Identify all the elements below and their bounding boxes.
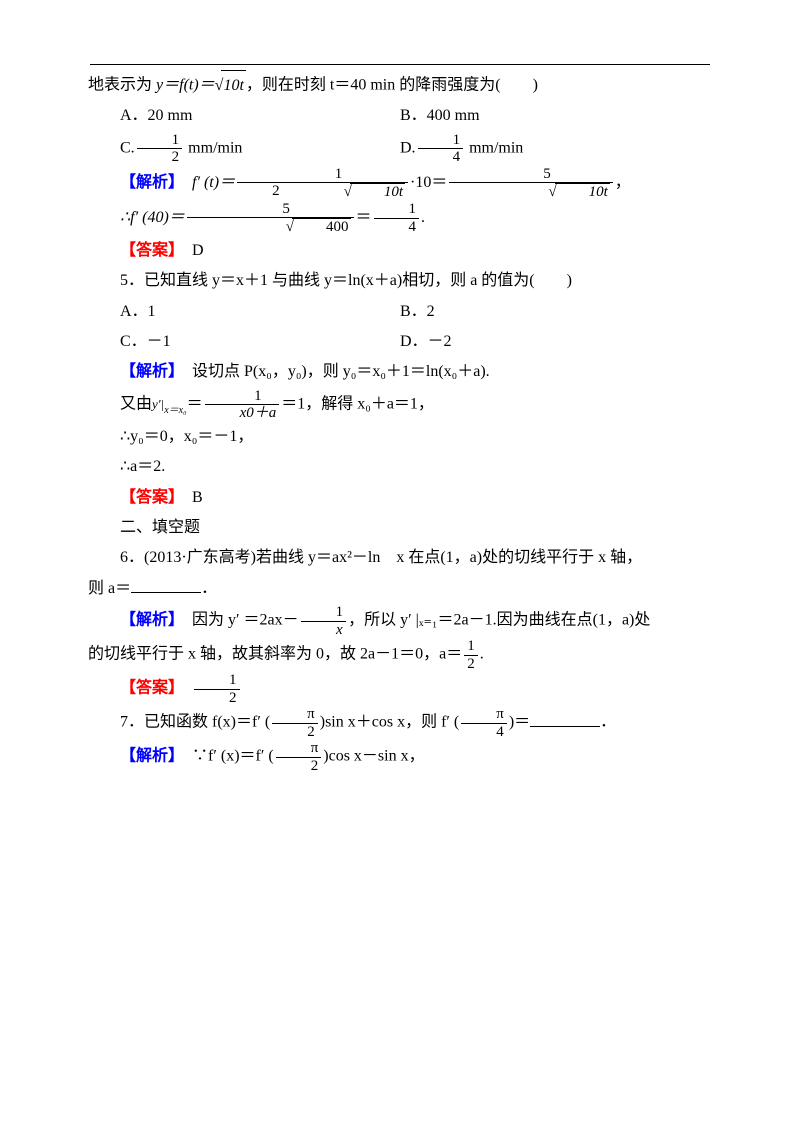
top-rule <box>90 64 710 65</box>
opt-a: A．1 <box>88 297 368 327</box>
q6-sol-2: 的切线平行于 x 轴，故其斜率为 0，故 2a－1＝0，a＝12. <box>88 638 710 672</box>
text: 地表示为 <box>88 76 156 93</box>
q6-answer: 【答案】 12 <box>88 672 710 706</box>
q4-opts-row1: A．20 mm B．400 mm <box>88 101 710 131</box>
opt-d: D.14 mm/min <box>368 132 710 166</box>
q4-sol-2: ∴f′ (40)＝5√400＝14. <box>88 201 710 236</box>
opt-b: B．2 <box>368 297 710 327</box>
sqrt-icon: √10t <box>215 70 246 101</box>
fraction: 14 <box>418 132 464 166</box>
page: 地表示为 y＝f(t)＝√10t，则在时刻 t＝40 min 的降雨强度为( )… <box>0 0 800 1132</box>
q5-sol-2: 又由y′|x＝x₀＝1x0＋a＝1，解得 x₀＋a＝1， <box>88 388 710 422</box>
fraction: 1x0＋a <box>205 388 280 422</box>
fraction: π2 <box>276 740 322 774</box>
opt-a: A．20 mm <box>88 101 368 131</box>
opt-c: C.12 mm/min <box>88 132 368 166</box>
fill-blank <box>530 710 600 727</box>
opt-d: D．－2 <box>368 327 710 357</box>
daan-label: 【答案】 <box>120 242 176 259</box>
jiexi-label: 【解析】 <box>120 612 176 629</box>
fraction: 5√400 <box>187 201 354 236</box>
daan-label: 【答案】 <box>120 489 176 506</box>
q5-opts-row2: C．－1 D．－2 <box>88 327 710 357</box>
section-2-heading: 二、填空题 <box>88 513 710 543</box>
q5-opts-row1: A．1 B．2 <box>88 297 710 327</box>
q4-stem: 地表示为 y＝f(t)＝√10t，则在时刻 t＝40 min 的降雨强度为( ) <box>88 70 710 101</box>
q7-stem: 7．已知函数 f(x)＝f′ (π2)sin x＋cos x，则 f′ (π4)… <box>88 706 710 740</box>
fraction: 5√10t <box>449 166 612 201</box>
fraction: 12 <box>194 672 240 706</box>
q6-sol-1: 【解析】 因为 y′ ＝2ax－1x，所以 y′ |ₓ₌₁＝2a－1.因为曲线在… <box>88 604 710 638</box>
opt-b: B．400 mm <box>368 101 710 131</box>
opt-c: C．－1 <box>88 327 368 357</box>
fraction: π4 <box>461 706 507 740</box>
text: ，则在时刻 t＝40 min 的降雨强度为( ) <box>246 76 538 93</box>
q6-stem-l2: 则 a＝． <box>88 574 710 604</box>
fraction: 12 <box>137 132 183 166</box>
q5-answer: 【答案】 B <box>88 483 710 513</box>
fraction: 1x <box>301 604 347 638</box>
fraction: 12 <box>464 638 478 672</box>
fill-blank <box>131 576 201 593</box>
jiexi-label: 【解析】 <box>120 748 176 765</box>
jiexi-label: 【解析】 <box>120 174 176 191</box>
fraction: 12√10t <box>237 166 408 201</box>
expr: y＝f(t)＝ <box>156 76 215 93</box>
q4-answer: 【答案】 D <box>88 236 710 266</box>
q5-stem: 5．已知直线 y＝x＋1 与曲线 y＝ln(x＋a)相切，则 a 的值为( ) <box>88 266 710 296</box>
q5-sol-4: ∴a＝2. <box>88 452 710 482</box>
q7-sol-1: 【解析】 ∵f′ (x)＝f′ (π2)cos x－sin x， <box>88 740 710 774</box>
q4-opts-row2: C.12 mm/min D.14 mm/min <box>88 132 710 166</box>
q5-sol-1: 【解析】 设切点 P(x₀，y₀)，则 y₀＝x₀＋1＝ln(x₀＋a). <box>88 357 710 387</box>
fraction: π2 <box>272 706 318 740</box>
daan-label: 【答案】 <box>120 680 176 697</box>
q4-sol-1: 【解析】 f′ (t)＝12√10t·10＝5√10t， <box>88 166 710 201</box>
jiexi-label: 【解析】 <box>120 363 176 380</box>
q6-stem-l1: 6．(2013·广东高考)若曲线 y＝ax²－ln x 在点(1，a)处的切线平… <box>88 543 710 573</box>
fraction: 14 <box>374 201 420 235</box>
q5-sol-3: ∴y₀＝0，x₀＝－1， <box>88 422 710 452</box>
